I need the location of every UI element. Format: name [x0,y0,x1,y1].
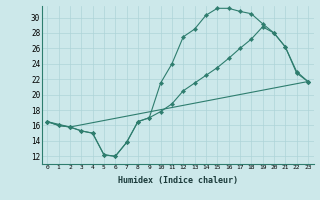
X-axis label: Humidex (Indice chaleur): Humidex (Indice chaleur) [118,176,237,185]
